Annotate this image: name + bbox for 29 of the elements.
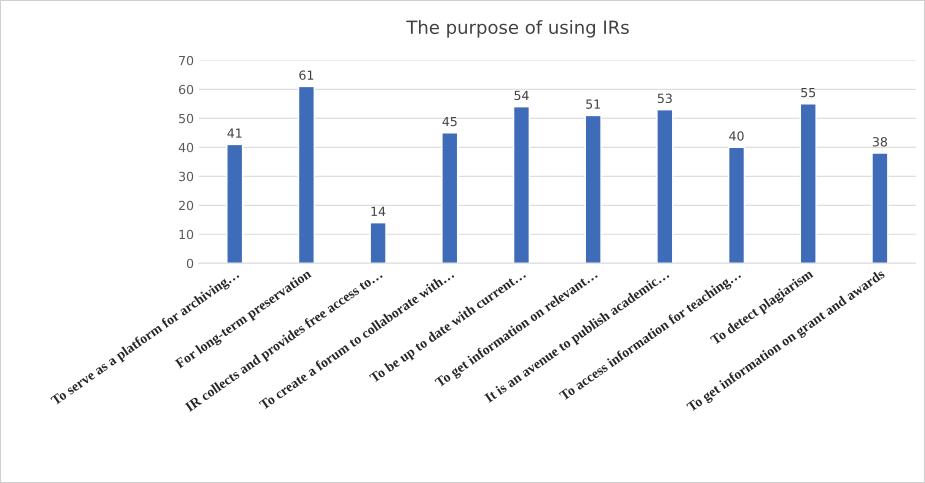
data-label: 54 [514,90,529,100]
bar [728,146,746,264]
bar [370,222,387,264]
bar [512,106,530,264]
data-label: 38 [872,137,888,147]
bar [656,108,674,264]
y-tick-label: 30 [179,172,194,182]
bar [226,144,244,264]
y-tick-label: 50 [179,114,194,124]
y-tick-label: 70 [179,56,194,66]
y-tick-label: 20 [179,200,194,210]
y-tick-label: 10 [179,230,194,240]
bar [298,86,315,264]
y-tick-label: 60 [178,84,194,94]
bar [441,132,458,264]
data-label: 41 [227,128,242,138]
data-label: 51 [586,100,600,109]
data-label: 45 [442,116,457,126]
data-label: 61 [299,70,314,80]
data-label: 40 [729,131,744,141]
y-tick-label: 40 [178,142,194,152]
chart-title: The purpose of using IRs [406,20,629,38]
bar [584,114,602,264]
data-label: 53 [658,94,672,104]
data-label: 14 [372,206,386,216]
data-label: 55 [801,88,816,98]
y-tick-label: 0 [186,258,194,268]
bar [871,152,888,264]
bar [800,103,817,264]
